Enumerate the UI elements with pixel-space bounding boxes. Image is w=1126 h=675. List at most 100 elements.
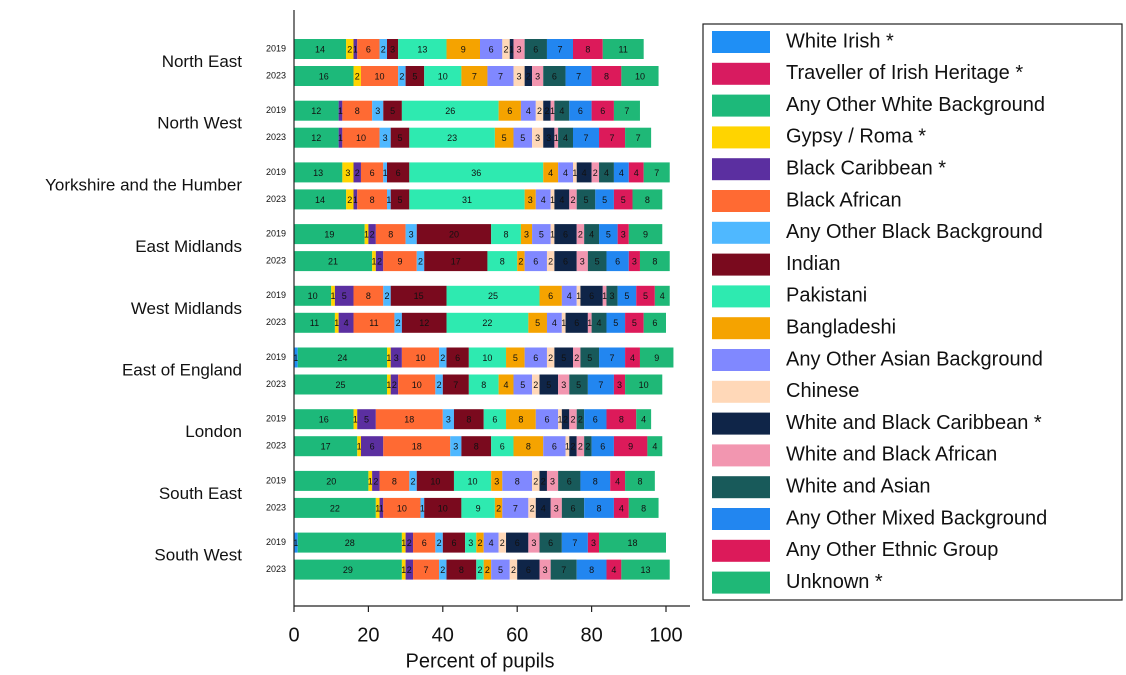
value-label: 1 xyxy=(331,291,336,301)
bar-segment xyxy=(383,285,391,306)
region-label: East of England xyxy=(122,360,242,379)
value-label: 2 xyxy=(570,415,575,425)
value-label: 5 xyxy=(502,133,507,143)
value-label: 3 xyxy=(517,71,522,81)
bar-segment xyxy=(625,470,655,491)
value-label: 6 xyxy=(370,168,375,178)
bar-segment xyxy=(584,224,600,245)
year-label: 2023 xyxy=(266,564,286,574)
bar-segment xyxy=(294,39,347,59)
bar-segment xyxy=(294,559,402,580)
value-label: 1 xyxy=(357,442,362,452)
bar-segment xyxy=(535,497,551,518)
bar-segment xyxy=(379,39,387,59)
bar-segment xyxy=(639,251,670,272)
bar-segment xyxy=(390,374,399,395)
value-label: 1 xyxy=(338,133,343,143)
legend-swatch xyxy=(712,94,770,117)
value-label: 4 xyxy=(582,168,587,178)
value-label: 18 xyxy=(404,415,414,425)
value-label: 2 xyxy=(477,538,482,548)
bar-segment xyxy=(643,312,666,333)
value-label: 10 xyxy=(468,476,478,486)
value-label: 1 xyxy=(554,133,559,143)
bar-segment xyxy=(550,100,555,121)
bar-segment xyxy=(591,312,607,333)
value-label: 2 xyxy=(530,503,535,513)
bar-segment xyxy=(468,347,507,368)
bar-segment xyxy=(554,224,577,245)
value-label: 6 xyxy=(570,503,575,513)
value-label: 5 xyxy=(561,353,566,363)
value-label: 1 xyxy=(420,503,425,513)
bar-segment xyxy=(573,127,600,148)
bar-segment xyxy=(654,285,670,306)
value-label: 13 xyxy=(313,168,323,178)
value-label: 2 xyxy=(373,476,378,486)
value-label: 3 xyxy=(554,503,559,513)
bar-segment xyxy=(409,189,525,210)
value-label: 3 xyxy=(409,229,414,239)
value-label: 5 xyxy=(602,195,607,205)
bar-segment xyxy=(513,374,533,395)
bar-segment xyxy=(599,162,614,183)
value-label: 6 xyxy=(600,442,605,452)
value-label: 20 xyxy=(326,476,336,486)
value-label: 3 xyxy=(345,168,350,178)
bar-segment xyxy=(569,374,588,395)
value-label: 28 xyxy=(345,538,355,548)
legend-label: Pakistani xyxy=(786,285,867,307)
bar-segment xyxy=(628,497,659,518)
value-label: 11 xyxy=(369,318,378,328)
bar-segment xyxy=(416,470,454,491)
value-label: 9 xyxy=(628,442,633,452)
value-label: 2 xyxy=(347,195,352,205)
value-label: 1 xyxy=(587,318,592,328)
legend-label: Any Other Asian Background xyxy=(786,348,1043,370)
value-label: 6 xyxy=(552,442,557,452)
value-label: 17 xyxy=(321,442,331,452)
value-label: 7 xyxy=(654,168,659,178)
value-label: 3 xyxy=(524,229,529,239)
bar-segment xyxy=(602,39,644,59)
value-label: 6 xyxy=(548,291,553,301)
bar-segment xyxy=(294,189,347,210)
bar-segment xyxy=(576,409,585,430)
bar-segment xyxy=(606,251,629,272)
value-label: 5 xyxy=(587,353,592,363)
bar-segment xyxy=(338,100,343,121)
value-label: 2 xyxy=(518,256,523,266)
value-label: 6 xyxy=(589,291,594,301)
bar-segment xyxy=(360,436,384,457)
value-label: 3 xyxy=(453,442,458,452)
value-label: 1 xyxy=(386,380,391,390)
bar-segment xyxy=(498,374,514,395)
bar-segment xyxy=(576,285,581,306)
legend-swatch xyxy=(712,62,770,85)
value-label: 7 xyxy=(584,133,589,143)
year-label: 2023 xyxy=(266,441,286,451)
value-label: 25 xyxy=(335,380,345,390)
bar-segment xyxy=(576,559,607,580)
bar-segment xyxy=(621,66,659,86)
value-label: 8 xyxy=(466,415,471,425)
bar-segment xyxy=(606,285,618,306)
bar-segment xyxy=(446,285,540,306)
region-label: East Midlands xyxy=(135,237,242,256)
value-label: 3 xyxy=(394,353,399,363)
region-label: South East xyxy=(159,484,242,503)
bar-segment xyxy=(413,559,440,580)
value-label: 1 xyxy=(602,291,607,301)
value-label: 2 xyxy=(485,565,490,575)
bar-segment xyxy=(554,100,570,121)
value-label: 4 xyxy=(559,106,564,116)
bar-segment xyxy=(613,497,629,518)
value-label: 10 xyxy=(438,71,448,81)
value-label: 10 xyxy=(397,503,407,513)
value-label: 10 xyxy=(412,380,422,390)
bar-segment xyxy=(558,409,562,430)
bar-segment xyxy=(439,347,447,368)
bar-segment xyxy=(613,162,629,183)
bar-segment xyxy=(401,312,447,333)
bar-segment xyxy=(346,189,354,210)
